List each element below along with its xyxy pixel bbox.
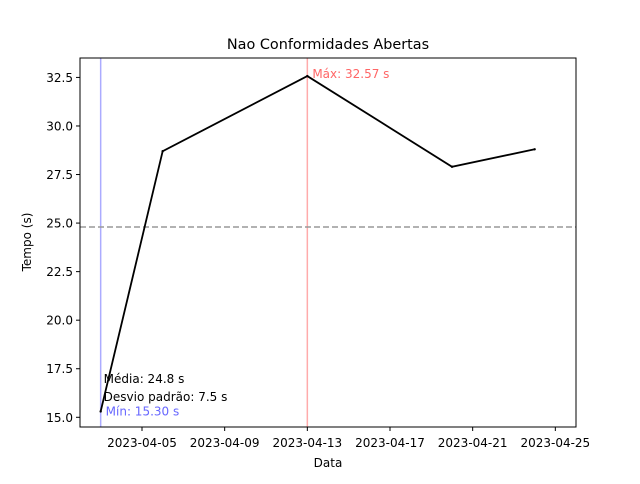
data-point bbox=[161, 150, 164, 153]
data-point bbox=[306, 74, 309, 78]
max-annotation: Máx: 32.57 s bbox=[312, 67, 389, 81]
y-axis-label: Tempo (s) bbox=[20, 213, 34, 273]
x-tick-label: 2023-04-05 bbox=[107, 436, 177, 450]
data-point bbox=[450, 165, 454, 168]
y-tick-label: 22.5 bbox=[46, 265, 73, 279]
x-axis-ticks: 2023-04-05 2023-04-09 2023-04-13 2023-04-17… bbox=[107, 427, 590, 450]
data-point bbox=[533, 148, 536, 151]
y-tick-label: 25.0 bbox=[46, 217, 73, 231]
std-annotation: Desvio padrão: 7.5 s bbox=[104, 390, 228, 404]
data-point bbox=[99, 410, 102, 413]
y-tick-label: 30.0 bbox=[46, 119, 73, 133]
y-tick-label: 27.5 bbox=[46, 168, 73, 182]
plot-frame bbox=[79, 57, 577, 428]
min-annotation: Mín: 15.30 s bbox=[106, 404, 180, 418]
x-tick-label: 2023-04-17 bbox=[355, 436, 425, 450]
x-tick-label: 2023-04-13 bbox=[272, 436, 342, 450]
marker-lines bbox=[99, 58, 309, 427]
x-tick-label: 2023-04-25 bbox=[520, 436, 590, 450]
y-axis-ticks: 15.0 17.5 20.0 22.5 25.0 27.5 30.0 32.5 bbox=[46, 71, 80, 425]
chart-title: Nao Conformidades Abertas bbox=[227, 37, 429, 53]
y-tick-label: 20.0 bbox=[46, 314, 73, 328]
mean-annotation: Média: 24.8 s bbox=[104, 372, 185, 386]
y-tick-label: 32.5 bbox=[46, 71, 73, 85]
y-tick-label: 15.0 bbox=[46, 411, 73, 425]
series-group bbox=[99, 74, 536, 413]
x-tick-label: 2023-04-09 bbox=[190, 436, 260, 450]
x-axis-label: Data bbox=[314, 456, 343, 470]
y-tick-label: 17.5 bbox=[46, 362, 73, 376]
x-tick-label: 2023-04-21 bbox=[438, 436, 508, 450]
